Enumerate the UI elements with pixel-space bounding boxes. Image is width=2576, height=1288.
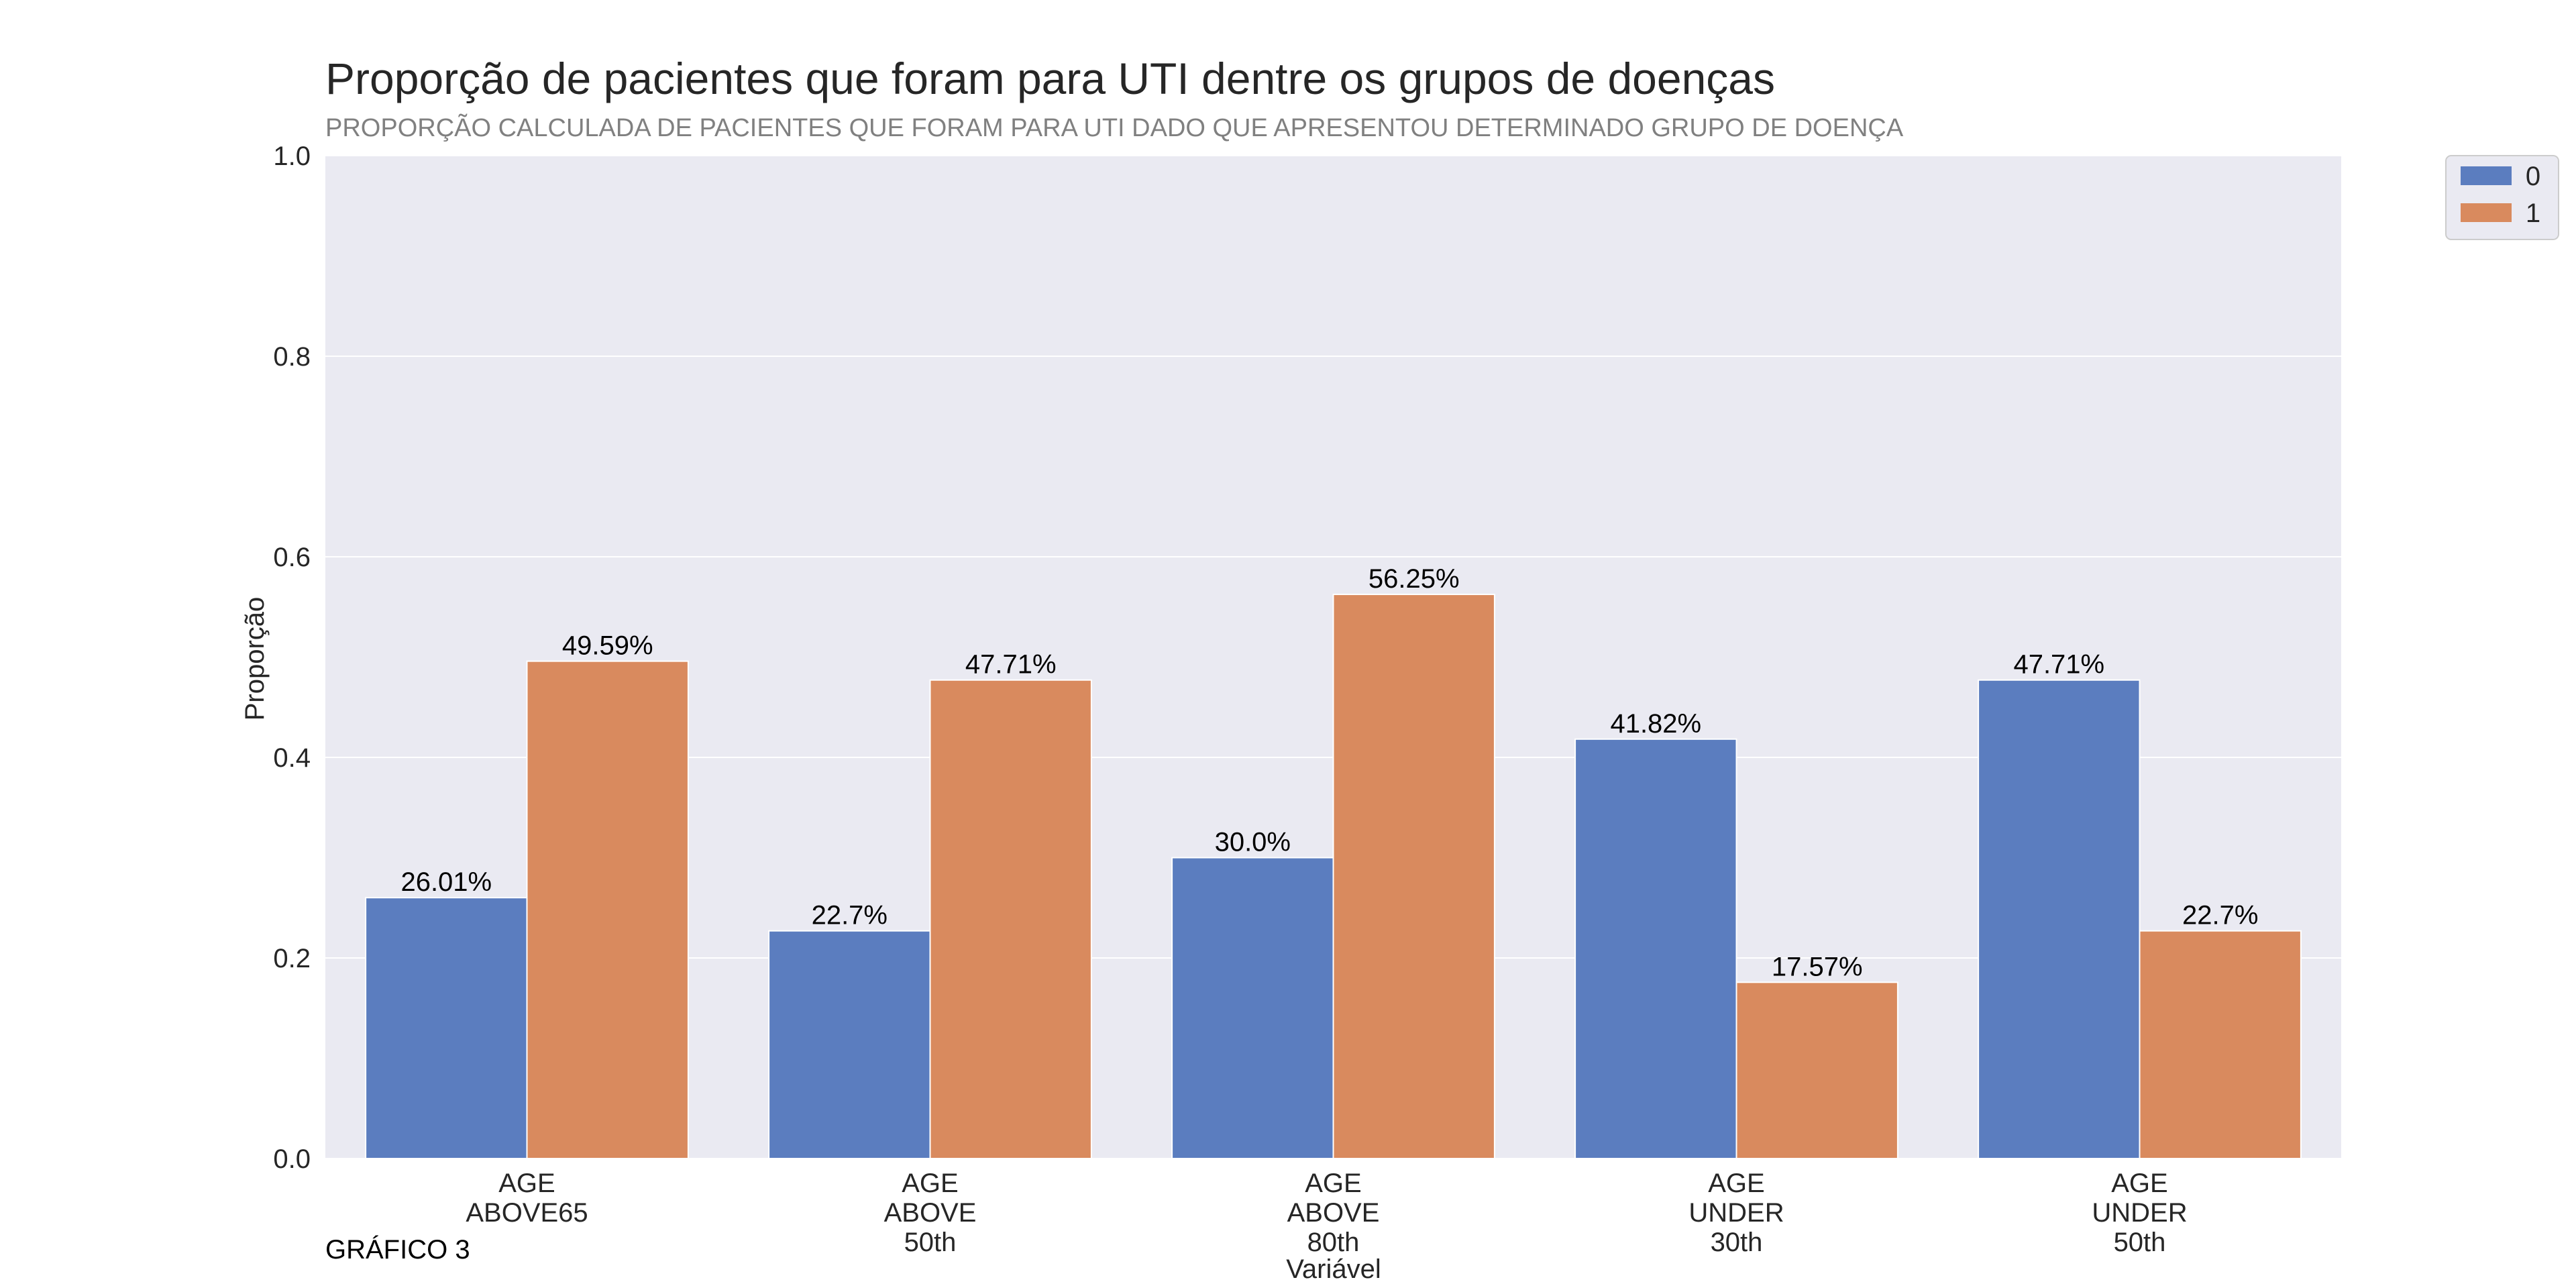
legend-swatch-1 xyxy=(2461,203,2512,222)
x-axis-ticks: AGE ABOVE65 AGE ABOVE 50th AGE ABOVE 80th AGE UND… xyxy=(466,1169,2187,1257)
bar-1-3 xyxy=(1735,981,1898,1159)
data-label: 47.71% xyxy=(2013,650,2104,680)
footnote: GRÁFICO 3 xyxy=(325,1234,470,1265)
legend-label-0: 0 xyxy=(2526,162,2540,191)
data-label: 56.25% xyxy=(1368,564,1460,594)
y-axis-ticks: 0.0 0.2 0.4 0.6 0.8 1.0 xyxy=(273,142,311,1174)
bar-0-2 xyxy=(1171,857,1334,1159)
x-tick-label: AGE UNDER 50th xyxy=(2092,1169,2187,1257)
bar-1-2 xyxy=(1332,594,1495,1159)
y-tick-label: 0.0 xyxy=(273,1144,311,1174)
data-label: 47.71% xyxy=(965,650,1057,680)
bar-0-3 xyxy=(1574,738,1737,1159)
bar-0-4 xyxy=(1978,679,2141,1159)
x-axis-label: Variável xyxy=(1286,1254,1381,1284)
bar-1-4 xyxy=(2139,930,2302,1159)
data-label: 49.59% xyxy=(562,631,653,661)
y-tick-label: 0.4 xyxy=(273,743,311,773)
chart-title: Proporção de pacientes que foram para UT… xyxy=(325,54,1775,103)
data-label: 17.57% xyxy=(1772,952,1863,981)
y-axis-label: Proporção xyxy=(240,597,270,721)
legend-items: 01 xyxy=(2461,162,2540,228)
bars-group xyxy=(365,594,2302,1159)
data-label: 41.82% xyxy=(1610,709,1701,739)
x-tick-label: AGE ABOVE 80th xyxy=(1287,1169,1380,1257)
x-tick-label: AGE ABOVE65 xyxy=(466,1169,588,1228)
x-tick-label: AGE ABOVE 50th xyxy=(884,1169,977,1257)
data-label: 30.0% xyxy=(1215,828,1291,857)
bar-0-0 xyxy=(365,897,528,1159)
bar-0-1 xyxy=(768,930,931,1159)
y-tick-label: 0.8 xyxy=(273,342,311,372)
bar-1-0 xyxy=(526,660,689,1159)
x-tick-label: AGE UNDER 30th xyxy=(1688,1169,1784,1257)
chart-subtitle: PROPORÇÃO CALCULADA DE PACIENTES QUE FOR… xyxy=(325,113,1904,142)
data-label: 22.7% xyxy=(812,901,888,930)
data-label: 26.01% xyxy=(400,867,492,897)
data-label: 22.7% xyxy=(2182,901,2258,930)
y-tick-label: 0.2 xyxy=(273,944,311,973)
bar-1-1 xyxy=(929,679,1092,1159)
legend: 01 xyxy=(2445,155,2559,240)
legend-label-1: 1 xyxy=(2526,199,2540,228)
y-tick-label: 1.0 xyxy=(273,142,311,171)
y-tick-label: 0.6 xyxy=(273,543,311,572)
legend-swatch-0 xyxy=(2461,166,2512,185)
data-labels-group: 26.01% 49.59% 22.7% 47.71% 30.0% 56.25% 41.82%… xyxy=(400,564,2258,981)
